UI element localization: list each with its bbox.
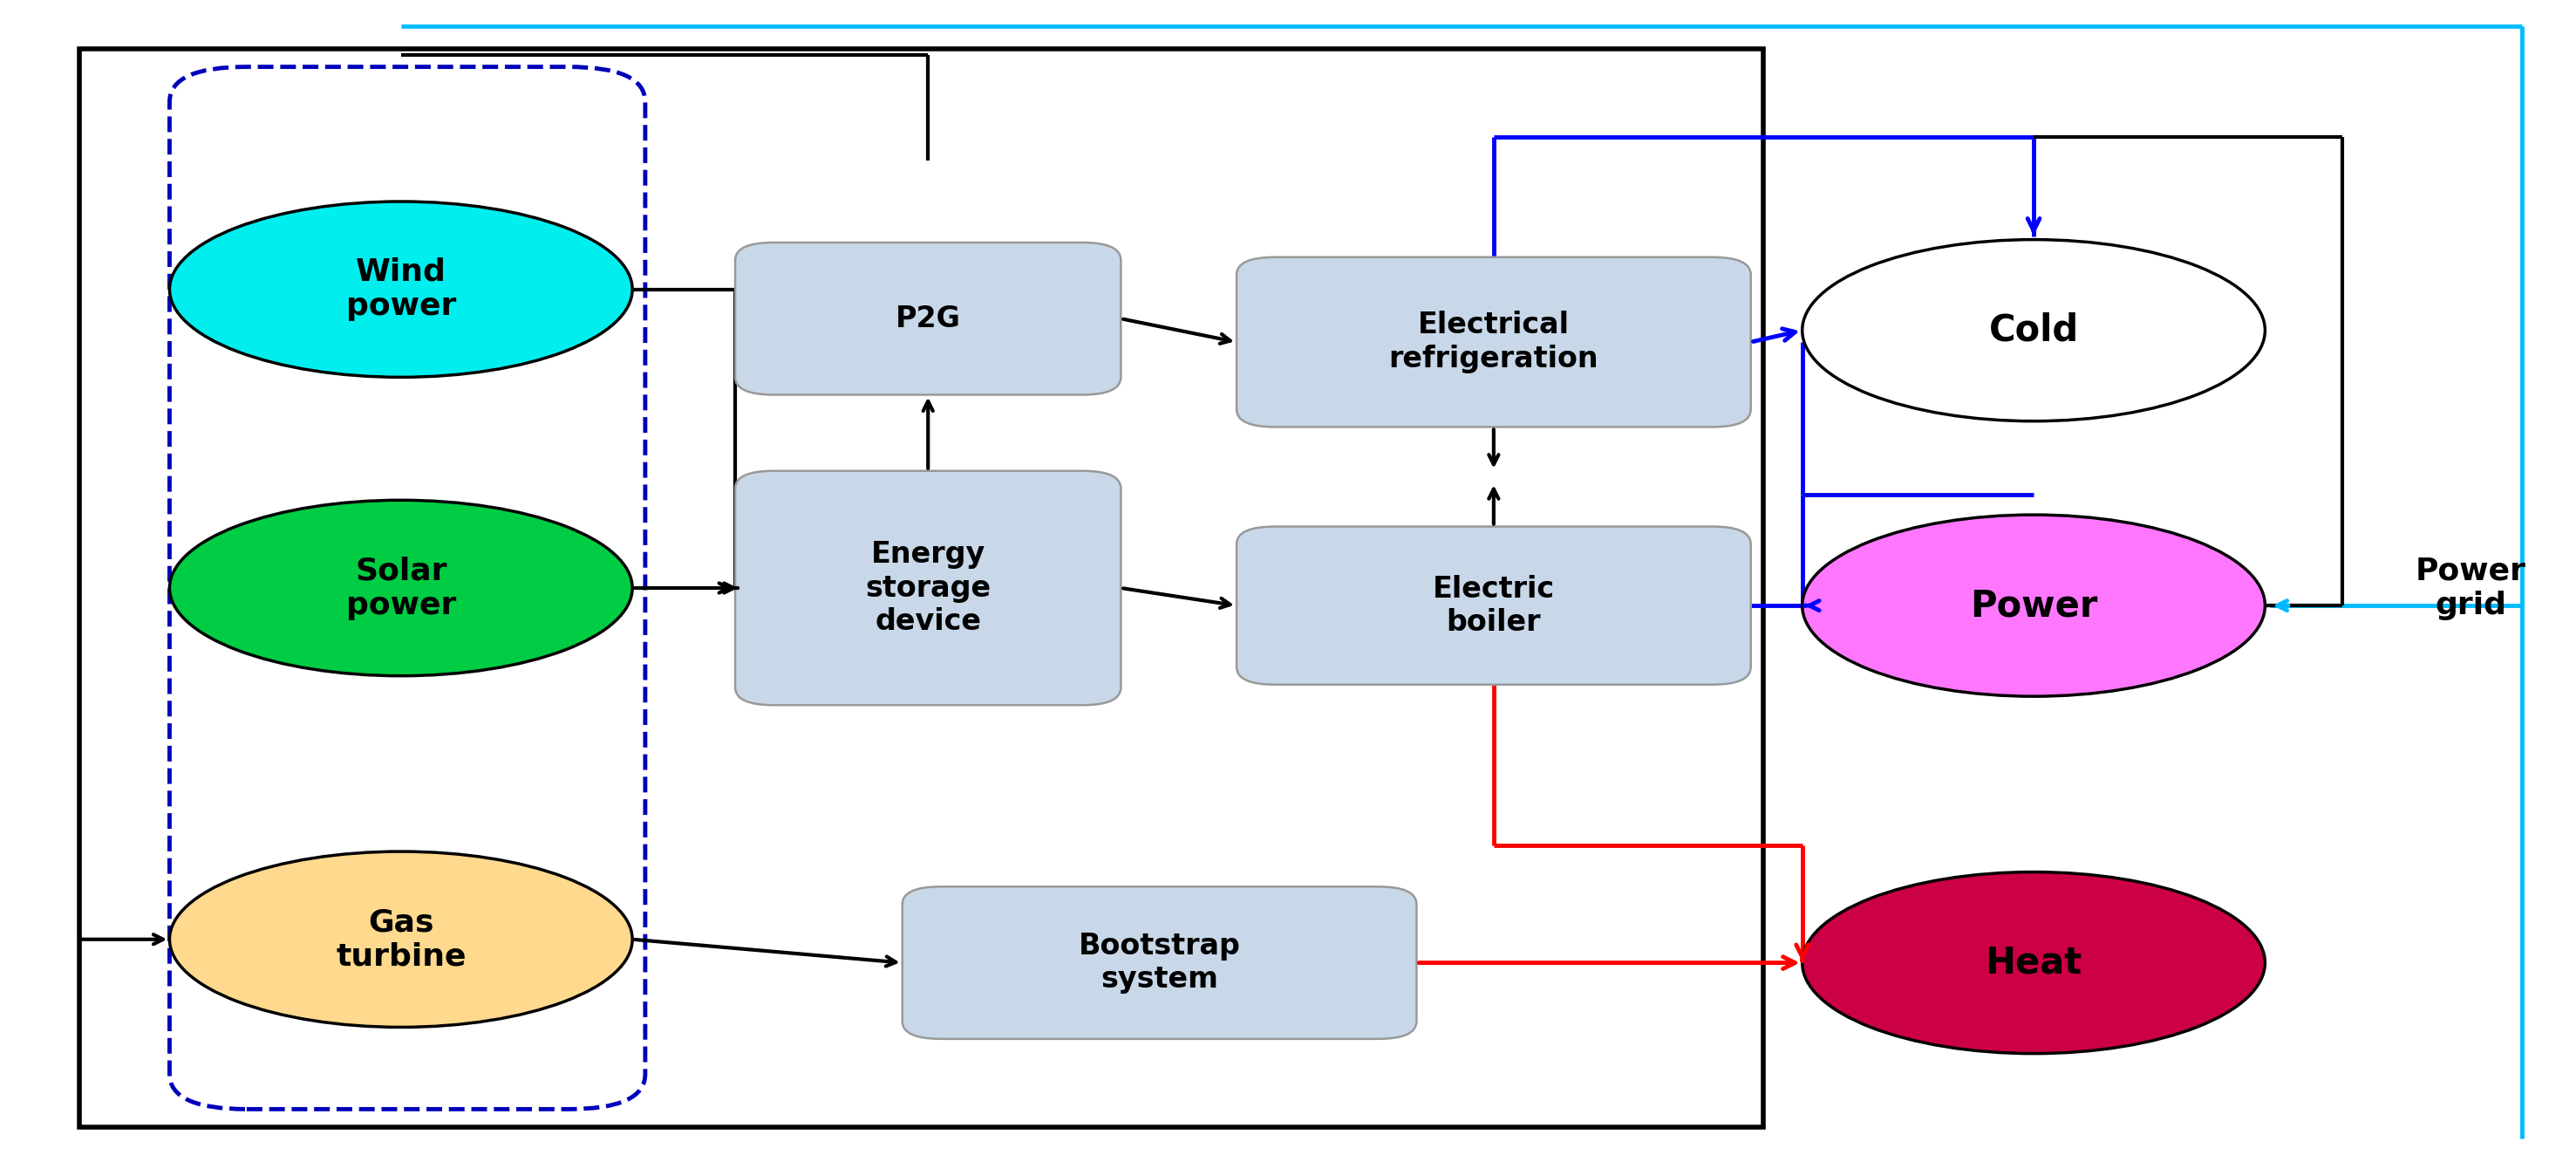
Text: Electric
boiler: Electric boiler: [1432, 575, 1556, 636]
Text: Power: Power: [1971, 587, 2097, 624]
Text: Electrical
refrigeration: Electrical refrigeration: [1388, 310, 1600, 373]
Text: Power
grid: Power grid: [2416, 556, 2527, 620]
Text: Solar
power: Solar power: [345, 556, 456, 620]
FancyBboxPatch shape: [734, 470, 1121, 706]
Text: Wind
power: Wind power: [345, 258, 456, 321]
Ellipse shape: [1803, 873, 2264, 1054]
Text: Heat: Heat: [1986, 944, 2081, 981]
Ellipse shape: [170, 851, 631, 1027]
Text: P2G: P2G: [896, 305, 961, 333]
Bar: [80, 49, 1765, 1127]
Text: Gas
turbine: Gas turbine: [335, 908, 466, 971]
FancyBboxPatch shape: [902, 887, 1417, 1038]
Ellipse shape: [1803, 515, 2264, 696]
Ellipse shape: [170, 500, 631, 676]
Text: Bootstrap
system: Bootstrap system: [1079, 931, 1242, 994]
FancyBboxPatch shape: [1236, 527, 1752, 684]
FancyBboxPatch shape: [734, 242, 1121, 395]
Ellipse shape: [1803, 240, 2264, 421]
Ellipse shape: [170, 201, 631, 377]
Text: Cold: Cold: [1989, 312, 2079, 348]
Text: Energy
storage
device: Energy storage device: [866, 540, 992, 636]
FancyBboxPatch shape: [1236, 258, 1752, 427]
